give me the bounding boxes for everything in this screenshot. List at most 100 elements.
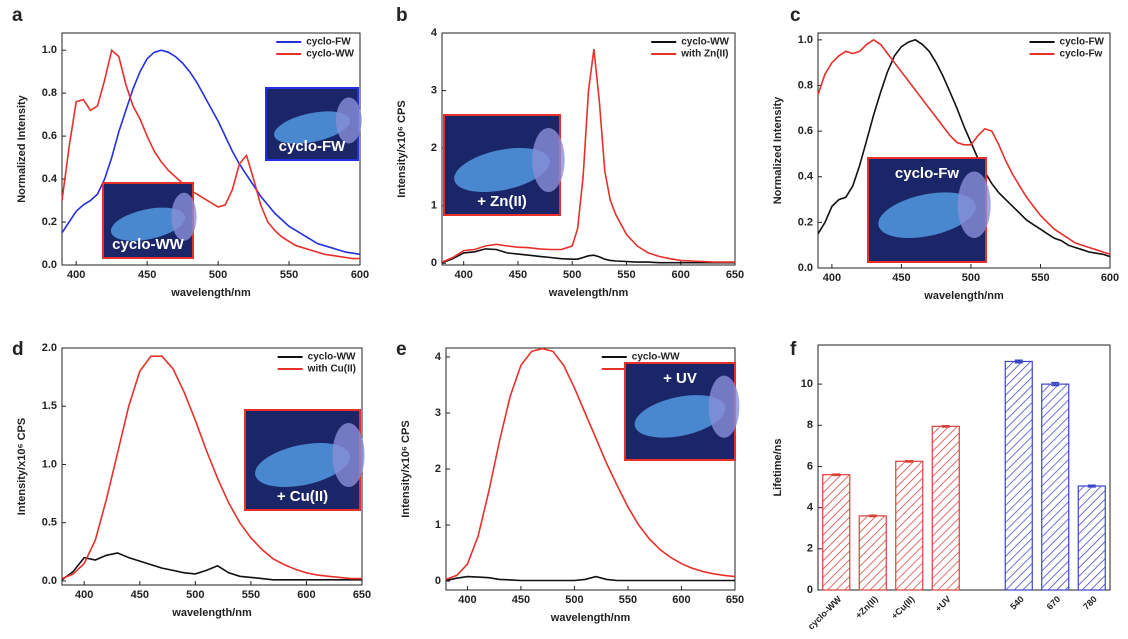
inset-label: cyclo-Fw: [895, 165, 960, 182]
error-bar: [905, 459, 914, 463]
legend-label: cyclo-Fw: [1060, 49, 1103, 60]
spectrum-line: [817, 38, 1111, 256]
legend-label: with Cu(II): [307, 364, 356, 375]
inset-vial: [110, 207, 186, 241]
plot-frame: [441, 32, 736, 266]
y-tick-label: 10: [801, 378, 813, 390]
y-tick-label: 4: [435, 351, 442, 363]
x-tick-label: 650: [726, 594, 744, 606]
inset-glove: [171, 192, 197, 241]
x-axis-label: wavelength/nm: [170, 287, 251, 299]
y-tick-label: 6: [807, 460, 813, 472]
legend-label: cyclo-FW: [306, 37, 351, 48]
x-tick-label: 650: [726, 269, 744, 281]
legend-label: cyclo-WW: [632, 352, 680, 363]
x-tick-label: 450: [138, 269, 156, 281]
y-tick-label: 2: [431, 142, 437, 154]
y-tick-label: 4: [431, 27, 438, 39]
bar: [1077, 485, 1106, 591]
y-tick-label: 0: [431, 257, 437, 269]
spectrum-line: [445, 575, 735, 582]
x-tick-label: +UV: [933, 594, 953, 614]
spectrum-line: [61, 49, 361, 256]
y-tick-label: 1.0: [42, 458, 57, 470]
y-tick-label: 0.0: [42, 575, 57, 587]
y-axis-label: Normalized Intensity: [16, 94, 28, 202]
x-tick-label: 500: [565, 594, 583, 606]
y-tick-label: 1: [431, 200, 437, 212]
spectrum-line: [61, 355, 362, 580]
x-tick-label: 600: [351, 269, 369, 281]
y-tick-label: 0.4: [798, 171, 814, 183]
x-axis-label: wavelength/nm: [548, 287, 629, 299]
inset-vial: [878, 192, 976, 239]
x-tick-label: 600: [672, 594, 690, 606]
inset-glove: [708, 375, 740, 438]
bar: [895, 460, 924, 591]
x-tick-label: 600: [1101, 272, 1119, 284]
x-tick-label: 540: [1008, 594, 1026, 612]
y-tick-label: 2.0: [42, 342, 57, 354]
y-axis-label: Intensity/x10⁶ CPS: [16, 418, 28, 515]
x-tick-label: 500: [209, 269, 227, 281]
x-tick-label: 550: [619, 594, 637, 606]
inset-label: cyclo-FW: [279, 138, 347, 155]
spectrum-line: [441, 48, 735, 263]
plot-frame: [61, 32, 361, 266]
x-tick-label: 500: [962, 272, 980, 284]
x-axis-label: wavelength/nm: [923, 290, 1004, 302]
legend-label: cyclo-WW: [308, 352, 356, 363]
x-tick-label: 550: [617, 269, 635, 281]
error-bar: [832, 473, 841, 477]
inset-label: cyclo-WW: [112, 236, 185, 253]
y-tick-label: 0.8: [798, 79, 813, 91]
x-tick-label: +Zn(II): [854, 594, 880, 620]
bar: [858, 515, 887, 591]
x-tick-label: 780: [1081, 594, 1099, 612]
y-axis-label: Lifetime/ns: [772, 438, 784, 496]
y-tick-label: 0.2: [42, 216, 57, 228]
inset-label: + Zn(II): [477, 193, 527, 210]
spectrum-line: [441, 248, 735, 264]
spectrum-line: [817, 38, 1111, 258]
spectrum-line: [61, 48, 360, 260]
inset-vial: [274, 111, 350, 144]
x-tick-label: 400: [67, 269, 85, 281]
y-tick-label: 0.6: [42, 130, 57, 142]
y-tick-label: 0.8: [42, 87, 57, 99]
bar: [931, 425, 960, 591]
panel-letter: c: [790, 5, 801, 26]
x-tick-label: 450: [512, 594, 530, 606]
inset-vial: [255, 443, 350, 487]
legend-label: cyclo-WW: [306, 49, 354, 60]
x-tick-label: 600: [297, 589, 315, 601]
x-tick-label: 550: [242, 589, 260, 601]
spectrum-line: [445, 347, 736, 581]
error-bar: [1087, 484, 1096, 488]
y-tick-label: 1.0: [798, 34, 813, 46]
x-tick-label: 600: [672, 269, 690, 281]
x-tick-label: 450: [509, 269, 527, 281]
spectrum-line: [61, 552, 362, 581]
y-tick-label: 1.0: [42, 44, 57, 56]
y-tick-label: 8: [807, 419, 813, 431]
plot-frame: [817, 344, 1111, 591]
inset-label: + Cu(II): [277, 488, 328, 505]
legend-label: cyclo-WW: [681, 37, 729, 48]
plot-frame: [817, 32, 1111, 269]
y-axis-label: Normalized Intensity: [772, 96, 784, 204]
y-tick-label: 0.5: [42, 517, 57, 529]
x-axis-label: wavelength/nm: [171, 607, 252, 619]
inset-vial: [634, 395, 726, 438]
y-tick-label: 1.5: [42, 400, 57, 412]
y-tick-label: 0.0: [42, 259, 57, 271]
error-bar: [1014, 359, 1023, 364]
x-tick-label: 450: [131, 589, 149, 601]
y-tick-label: 0: [435, 575, 441, 587]
y-axis-label: Intensity/x10⁶ CPS: [396, 100, 408, 197]
inset-label: + UV: [663, 370, 697, 387]
error-bar: [941, 424, 950, 428]
